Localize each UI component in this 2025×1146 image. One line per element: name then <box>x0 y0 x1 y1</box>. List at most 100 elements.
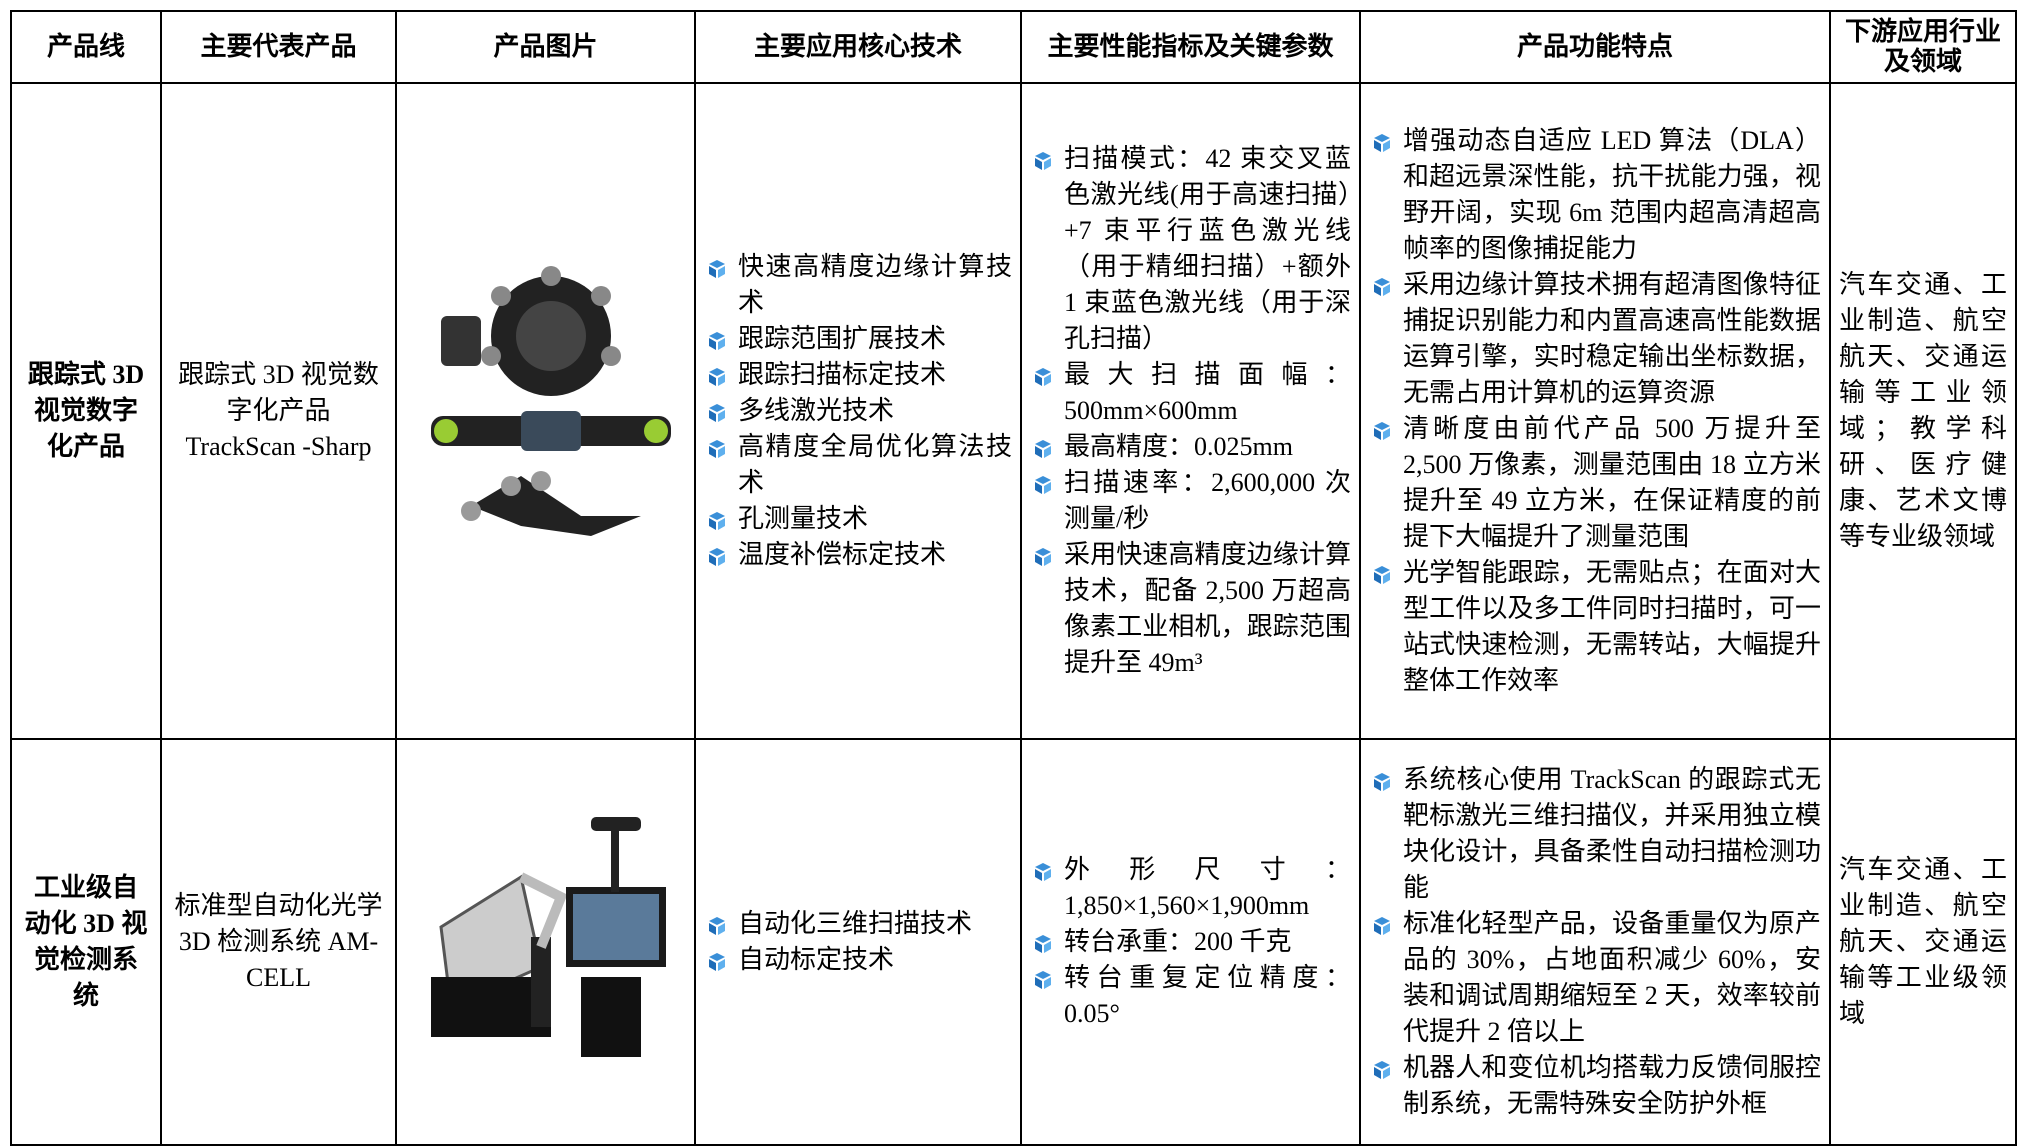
product-feature: 系统核心使用 TrackScan 的跟踪式无靶标激光三维扫描仪，并采用独立模块化… <box>1359 738 1831 1146</box>
item-text: 机器人和变位机均搭载力反馈伺服控制系统，无需特殊安全防护外框 <box>1403 1053 1821 1118</box>
downstream-industries: 汽车交通、工业制造、航空航天、交通运输等工业领域；教学科研、医疗健康、艺术文博等… <box>1829 82 2017 740</box>
header-row: 产品线 主要代表产品 产品图片 主要应用核心技术 主要性能指标及关键参数 产品功能特点 下游… <box>10 10 2017 84</box>
item-text: 最大扫描面幅：500mm×600mm <box>1064 360 1351 425</box>
product-feature-item: 机器人和变位机均搭载力反馈伺服控制系统，无需特殊安全防护外框 <box>1369 1050 1821 1122</box>
core-technique: 自动化三维扫描技术 自动标定技术 <box>694 738 1022 1146</box>
core-technique-item: 跟踪范围扩展技术 <box>704 321 1012 357</box>
product-feature-item: 清晰度由前代产品 500 万提升至 2,500 万像素，测量范围由 18 立方米… <box>1369 411 1821 555</box>
item-text: 温度补偿标定技术 <box>738 540 947 569</box>
product-image <box>395 738 696 1146</box>
item-text: 最高精度：0.025mm <box>1064 432 1293 461</box>
bullet-icon <box>1035 971 1051 989</box>
core-technique-item: 多线激光技术 <box>704 393 1012 429</box>
core-technique-item: 高精度全局优化算法技术 <box>704 429 1012 501</box>
bullet-icon <box>1374 422 1390 440</box>
key-parameter-list: 外形尺寸：1,850×1,560×1,900mm 转台承重：200 千克转台重复定… <box>1030 852 1351 1032</box>
key-parameter-item: 转台重复定位精度：0.05° <box>1030 960 1351 1032</box>
key-parameter-item: 采用快速高精度边缘计算技术，配备 2,500 万超高像素工业相机，跟踪范围提升至… <box>1030 537 1351 681</box>
column-header: 产品功能特点 <box>1359 10 1831 84</box>
bullet-icon <box>709 512 725 530</box>
bullet-icon <box>709 548 725 566</box>
bullet-icon <box>709 440 725 458</box>
column-header: 下游应用行业及领域 <box>1829 10 2017 84</box>
item-text: 采用边缘计算技术拥有超清图像特征捕捉识别能力和内置高速高性能数据运算引擎，实时稳… <box>1403 270 1821 407</box>
item-text: 外形尺寸：1,850×1,560×1,900mm <box>1064 855 1351 920</box>
bullet-icon <box>709 404 725 422</box>
bullet-icon <box>1035 476 1051 494</box>
item-text: 跟踪范围扩展技术 <box>738 324 947 353</box>
table-row: 跟踪式 3D 视觉数字化产品 跟踪式 3D 视觉数字化产品 TrackScan -… <box>10 82 2017 740</box>
item-text: 自动化三维扫描技术 <box>738 909 973 938</box>
product-line: 工业级自动化 3D 视觉检测系统 <box>10 738 162 1146</box>
product-feature-list: 增强动态自适应 LED 算法（DLA）和超远景深性能，抗干扰能力强，视野开阔，实… <box>1369 123 1821 699</box>
key-parameter-item: 外形尺寸：1,850×1,560×1,900mm <box>1030 852 1351 924</box>
column-header: 产品线 <box>10 10 162 84</box>
item-text: 系统核心使用 TrackScan 的跟踪式无靶标激光三维扫描仪，并采用独立模块化… <box>1403 765 1821 902</box>
core-technique-item: 快速高精度边缘计算技术 <box>704 249 1012 321</box>
bullet-icon <box>1374 917 1390 935</box>
item-text: 转台重复定位精度：0.05° <box>1064 963 1351 1028</box>
bullet-icon <box>709 260 725 278</box>
product-feature-item: 增强动态自适应 LED 算法（DLA）和超远景深性能，抗干扰能力强，视野开阔，实… <box>1369 123 1821 267</box>
key-parameter-item: 转台承重：200 千克 <box>1030 924 1351 960</box>
item-text: 采用快速高精度边缘计算技术，配备 2,500 万超高像素工业相机，跟踪范围提升至… <box>1064 540 1351 677</box>
product-feature-list: 系统核心使用 TrackScan 的跟踪式无靶标激光三维扫描仪，并采用独立模块化… <box>1369 762 1821 1122</box>
bullet-icon <box>1374 1061 1390 1079</box>
product-feature-item: 光学智能跟踪，无需贴点；在面对大型工件以及多工件同时扫描时，可一站式快速检测，无… <box>1369 555 1821 699</box>
bullet-icon <box>1374 278 1390 296</box>
core-technique: 快速高精度边缘计算技术跟踪范围扩展技术 跟踪扫描标定技术多线激光技术 高精度全局优化… <box>694 82 1022 740</box>
column-header: 主要代表产品 <box>160 10 397 84</box>
bullet-icon <box>709 917 725 935</box>
item-text: 增强动态自适应 LED 算法（DLA）和超远景深性能，抗干扰能力强，视野开阔，实… <box>1403 126 1821 263</box>
bullet-icon <box>1035 863 1051 881</box>
key-parameter: 扫描模式：42 束交叉蓝色激光线(用于高速扫描）+7 束平行蓝色激光线（用于精细… <box>1020 82 1361 740</box>
bullet-icon <box>1035 935 1051 953</box>
core-technique-list: 自动化三维扫描技术 自动标定技术 <box>704 906 1012 978</box>
bullet-icon <box>1035 368 1051 386</box>
core-technique-list: 快速高精度边缘计算技术跟踪范围扩展技术 跟踪扫描标定技术多线激光技术 高精度全局优化… <box>704 249 1012 573</box>
bullet-icon <box>709 953 725 971</box>
column-header: 产品图片 <box>395 10 696 84</box>
product-feature-item: 采用边缘计算技术拥有超清图像特征捕捉识别能力和内置高速高性能数据运算引擎，实时稳… <box>1369 267 1821 411</box>
representative-product: 标准型自动化光学 3D 检测系统 AM-CELL <box>160 738 397 1146</box>
item-text: 扫描模式：42 束交叉蓝色激光线(用于高速扫描）+7 束平行蓝色激光线（用于精细… <box>1064 144 1351 353</box>
core-technique-item: 自动化三维扫描技术 <box>704 906 1012 942</box>
key-parameter: 外形尺寸：1,850×1,560×1,900mm 转台承重：200 千克转台重复定… <box>1020 738 1361 1146</box>
table-body: 跟踪式 3D 视觉数字化产品 跟踪式 3D 视觉数字化产品 TrackScan -… <box>10 82 2017 1146</box>
item-text: 转台承重：200 千克 <box>1064 927 1292 956</box>
key-parameter-item: 扫描速率：2,600,000 次测量/秒 <box>1030 465 1351 537</box>
core-technique-item: 孔测量技术 <box>704 501 1012 537</box>
item-text: 自动标定技术 <box>738 945 895 974</box>
item-text: 孔测量技术 <box>738 504 869 533</box>
key-parameter-item: 最大扫描面幅：500mm×600mm <box>1030 357 1351 429</box>
product-feature-item: 标准化轻型产品，设备重量仅为原产品的 30%，占地面积减少 60%，安装和调试周… <box>1369 906 1821 1050</box>
bullet-icon <box>1374 773 1390 791</box>
item-text: 跟踪扫描标定技术 <box>738 360 947 389</box>
key-parameter-item: 扫描模式：42 束交叉蓝色激光线(用于高速扫描）+7 束平行蓝色激光线（用于精细… <box>1030 141 1351 357</box>
product-image <box>395 82 696 740</box>
product-table: 产品线 主要代表产品 产品图片 主要应用核心技术 主要性能指标及关键参数 产品功能特点 下游… <box>10 10 2017 1146</box>
product-line: 跟踪式 3D 视觉数字化产品 <box>10 82 162 740</box>
key-parameter-list: 扫描模式：42 束交叉蓝色激光线(用于高速扫描）+7 束平行蓝色激光线（用于精细… <box>1030 141 1351 681</box>
representative-product: 跟踪式 3D 视觉数字化产品 TrackScan -Sharp <box>160 82 397 740</box>
item-text: 快速高精度边缘计算技术 <box>738 252 1012 317</box>
column-header: 主要应用核心技术 <box>694 10 1022 84</box>
product-feature: 增强动态自适应 LED 算法（DLA）和超远景深性能，抗干扰能力强，视野开阔，实… <box>1359 82 1831 740</box>
item-text: 清晰度由前代产品 500 万提升至 2,500 万像素，测量范围由 18 立方米… <box>1403 414 1821 551</box>
bullet-icon <box>709 332 725 350</box>
item-text: 光学智能跟踪，无需贴点；在面对大型工件以及多工件同时扫描时，可一站式快速检测，无… <box>1403 558 1821 695</box>
bullet-icon <box>1035 440 1051 458</box>
core-technique-item: 温度补偿标定技术 <box>704 537 1012 573</box>
core-technique-item: 自动标定技术 <box>704 942 1012 978</box>
item-text: 扫描速率：2,600,000 次测量/秒 <box>1064 468 1351 533</box>
item-text: 高精度全局优化算法技术 <box>738 432 1012 497</box>
product-feature-item: 系统核心使用 TrackScan 的跟踪式无靶标激光三维扫描仪，并采用独立模块化… <box>1369 762 1821 906</box>
core-technique-item: 跟踪扫描标定技术 <box>704 357 1012 393</box>
bullet-icon <box>1374 566 1390 584</box>
column-header: 主要性能指标及关键参数 <box>1020 10 1361 84</box>
bullet-icon <box>1374 134 1390 152</box>
bullet-icon <box>1035 152 1051 170</box>
downstream-industries: 汽车交通、工业制造、航空航天、交通运输等工业级领域 <box>1829 738 2017 1146</box>
item-text: 标准化轻型产品，设备重量仅为原产品的 30%，占地面积减少 60%，安装和调试周… <box>1403 909 1821 1046</box>
